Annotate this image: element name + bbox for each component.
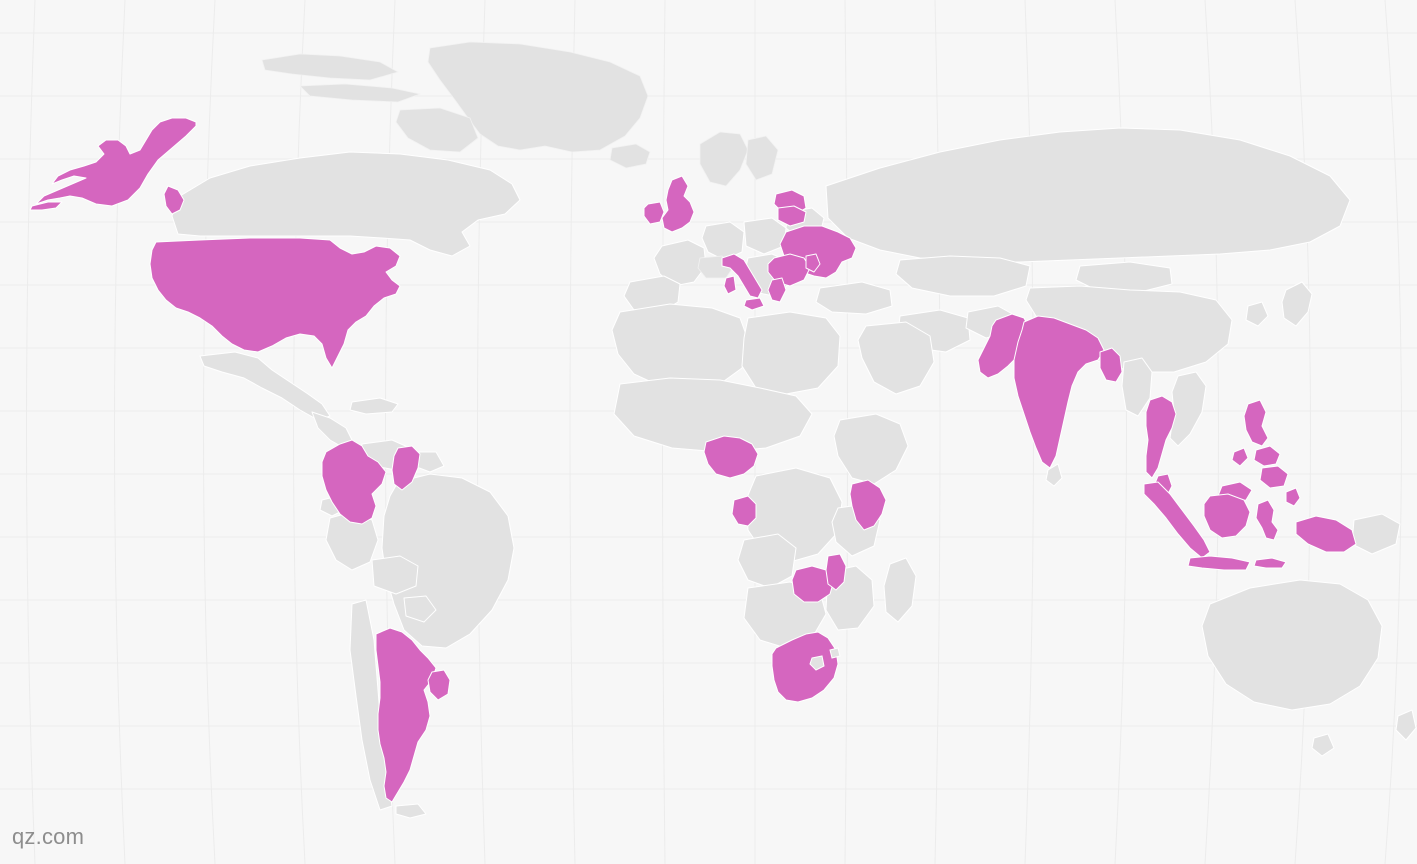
landmass-layer	[171, 41, 1417, 819]
country-finland	[745, 135, 779, 181]
country-myanmar	[1121, 357, 1153, 417]
highlight-alaska	[35, 117, 197, 207]
highlight-thailand	[1145, 395, 1177, 479]
caribbean-islands	[349, 397, 399, 415]
highlight-nigeria	[703, 435, 759, 479]
country-australia	[1201, 579, 1383, 711]
highlight-philippines-luzon	[1243, 399, 1269, 447]
country-tasmania	[1311, 733, 1335, 757]
highlight-alaska-panhandle	[163, 185, 185, 215]
highlight-indonesia-java	[1187, 555, 1251, 571]
country-greenland	[427, 41, 649, 153]
highlight-ireland	[643, 201, 665, 225]
country-kazakhstan	[895, 255, 1031, 297]
highlight-kenya	[849, 479, 887, 531]
highlight-indonesia-sulawesi	[1255, 499, 1279, 541]
highlight-indonesia-lesser-sunda	[1253, 557, 1287, 569]
highlighted-countries-layer	[29, 117, 1357, 803]
highlight-india	[1013, 315, 1105, 469]
highlight-zambia	[791, 565, 835, 603]
country-france	[653, 239, 707, 287]
highlight-indonesia-kalimantan	[1203, 493, 1251, 539]
highlight-romania	[767, 253, 811, 287]
highlight-latvia	[777, 205, 807, 227]
highlight-bangladesh	[1099, 347, 1123, 383]
country-libya-egypt	[741, 311, 841, 395]
highlight-guyana	[391, 445, 421, 491]
highlight-italy-sicily	[743, 297, 765, 311]
country-turkey	[815, 281, 893, 315]
country-vietnam-laos-cambodia	[1169, 371, 1207, 447]
highlight-united-states	[149, 237, 401, 369]
country-bolivia	[371, 555, 419, 595]
highlight-colombia	[321, 439, 387, 525]
highlight-argentina	[375, 627, 437, 803]
highlight-indonesia-papua	[1295, 515, 1357, 553]
korea-peninsula	[1245, 301, 1269, 327]
highlight-italy-sardinia	[723, 275, 737, 295]
highlight-philippines-visayas	[1253, 445, 1281, 467]
country-japan	[1281, 281, 1313, 327]
highlight-aleutian-islands	[29, 201, 63, 211]
country-paraguay	[403, 595, 437, 623]
country-angola	[737, 533, 797, 589]
highlight-philippines-mindanao	[1259, 465, 1289, 489]
highlight-uruguay	[427, 669, 451, 701]
highlight-philippines-palawan	[1231, 447, 1249, 467]
arctic-islands-canada	[261, 53, 399, 81]
country-norway-sweden	[699, 131, 749, 187]
highlight-indonesia-sumatra	[1143, 481, 1211, 559]
country-mongolia	[1075, 261, 1173, 293]
country-sri-lanka	[1045, 463, 1063, 487]
country-iceland	[609, 143, 651, 169]
country-new-zealand	[1395, 709, 1417, 741]
country-chile	[349, 599, 393, 811]
country-ethiopia-somalia	[833, 413, 909, 485]
tierra-del-fuego	[395, 803, 427, 819]
highlight-moldova	[805, 253, 821, 273]
enclave-eswatini	[829, 647, 841, 659]
arabian-peninsula	[857, 321, 935, 395]
sahel-region	[613, 377, 813, 453]
highlight-gabon	[731, 495, 757, 527]
highlight-greece	[767, 277, 787, 303]
highlight-south-africa	[771, 631, 839, 703]
highlight-indonesia-maluku	[1285, 487, 1301, 507]
highlight-malawi	[825, 553, 847, 591]
enclave-lesotho	[809, 655, 825, 671]
arctic-islands-north	[299, 83, 421, 103]
baffin-island	[395, 107, 479, 153]
watermark-qz: qz.com	[12, 824, 85, 849]
country-madagascar	[883, 557, 917, 623]
highlight-united-kingdom	[661, 175, 695, 233]
country-canada	[171, 151, 521, 257]
